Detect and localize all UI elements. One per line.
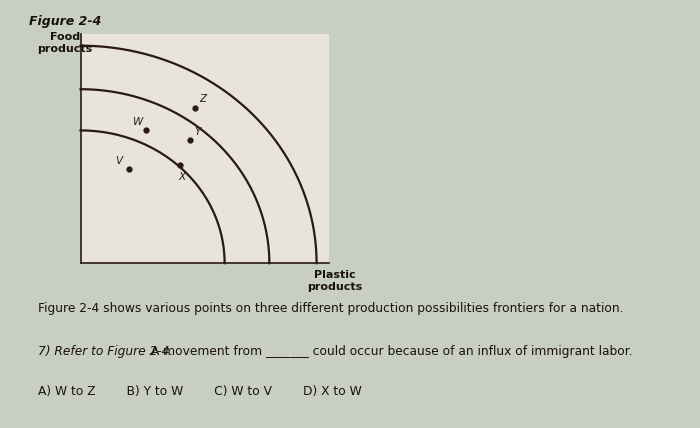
Text: Z: Z <box>199 95 206 104</box>
Text: Y: Y <box>195 128 201 137</box>
Text: Food: Food <box>50 32 80 42</box>
Text: A) W to Z        B) Y to W        C) W to V        D) X to W: A) W to Z B) Y to W C) W to V D) X to W <box>38 385 363 398</box>
Text: products: products <box>307 282 362 292</box>
Text: A movement from _______ could occur because of an influx of immigrant labor.: A movement from _______ could occur beca… <box>147 345 633 357</box>
Text: Plastic: Plastic <box>314 270 356 280</box>
Text: products: products <box>38 44 92 54</box>
Text: 7) Refer to Figure 2-4.: 7) Refer to Figure 2-4. <box>38 345 174 357</box>
Text: Figure 2-4: Figure 2-4 <box>29 15 101 28</box>
Text: V: V <box>116 156 122 166</box>
Text: Figure 2-4 shows various points on three different production possibilities fron: Figure 2-4 shows various points on three… <box>38 302 624 315</box>
Text: X: X <box>178 172 186 181</box>
Text: W: W <box>133 117 143 127</box>
